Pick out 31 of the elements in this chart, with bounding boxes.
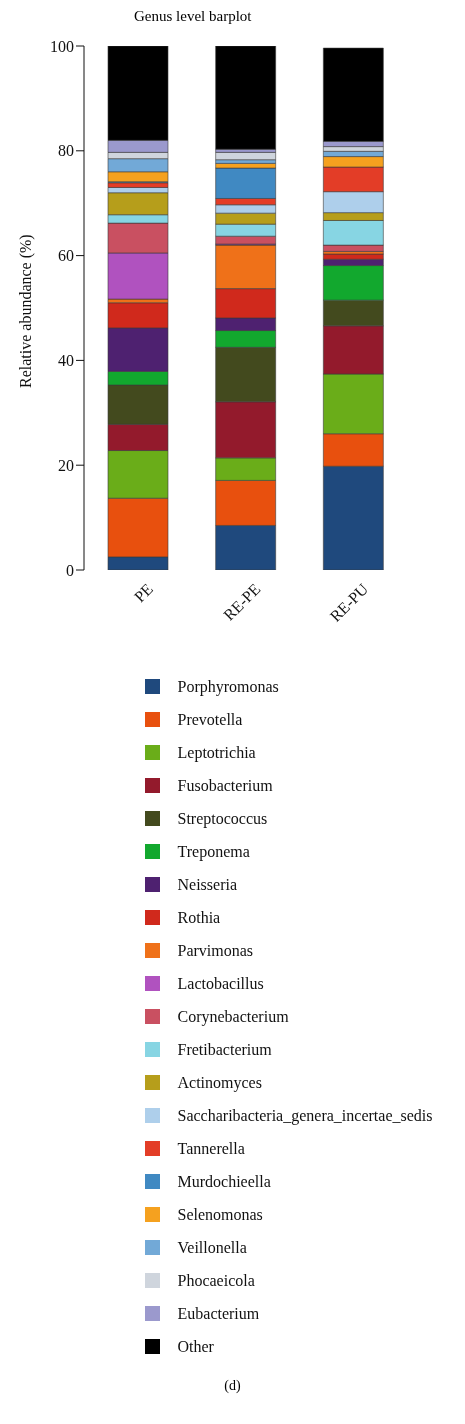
legend-label: Fusobacterium — [177, 776, 273, 795]
legend-label: Murdochieella — [177, 1172, 271, 1191]
legend-label: Porphyromonas — [177, 677, 279, 696]
x-tick-label: PE — [130, 580, 156, 606]
legend-label: Fretibacterium — [177, 1040, 272, 1059]
legend-label: Prevotella — [177, 710, 243, 729]
y-tick-label: 20 — [58, 456, 74, 474]
legend-label: Phocaeicola — [177, 1271, 255, 1290]
legend-label: Lactobacillus — [177, 974, 264, 993]
legend-label: Saccharibacteria_genera_incertae_sedis — [177, 1106, 433, 1125]
legend-label: Corynebacterium — [177, 1007, 289, 1026]
legend-label: Other — [177, 1337, 214, 1356]
legend-label: Selenomonas — [177, 1205, 263, 1224]
chart-title: Genus level barplot — [133, 8, 253, 26]
y-tick-label: 100 — [50, 37, 74, 55]
legend-label: Actinomyces — [177, 1073, 262, 1092]
legend-label: Eubacterium — [177, 1304, 260, 1323]
legend-label: Streptococcus — [177, 809, 268, 828]
legend-label: Neisseria — [177, 875, 238, 894]
legend-label: Rothia — [177, 908, 221, 927]
legend-label: Veillonella — [177, 1238, 247, 1257]
y-tick-label: 80 — [58, 142, 74, 160]
y-tick-label: 60 — [58, 247, 74, 265]
y-axis-title: Relative abundance (%) — [16, 234, 35, 388]
y-tick-label: 40 — [58, 352, 74, 370]
legend-label: Treponema — [177, 842, 250, 861]
legend-label: Parvimonas — [177, 941, 254, 960]
legend-label: Tannerella — [177, 1139, 245, 1158]
y-tick-label: 0 — [66, 561, 74, 579]
legend-label: Leptotrichia — [177, 743, 256, 762]
text: (d) — [223, 1378, 242, 1394]
